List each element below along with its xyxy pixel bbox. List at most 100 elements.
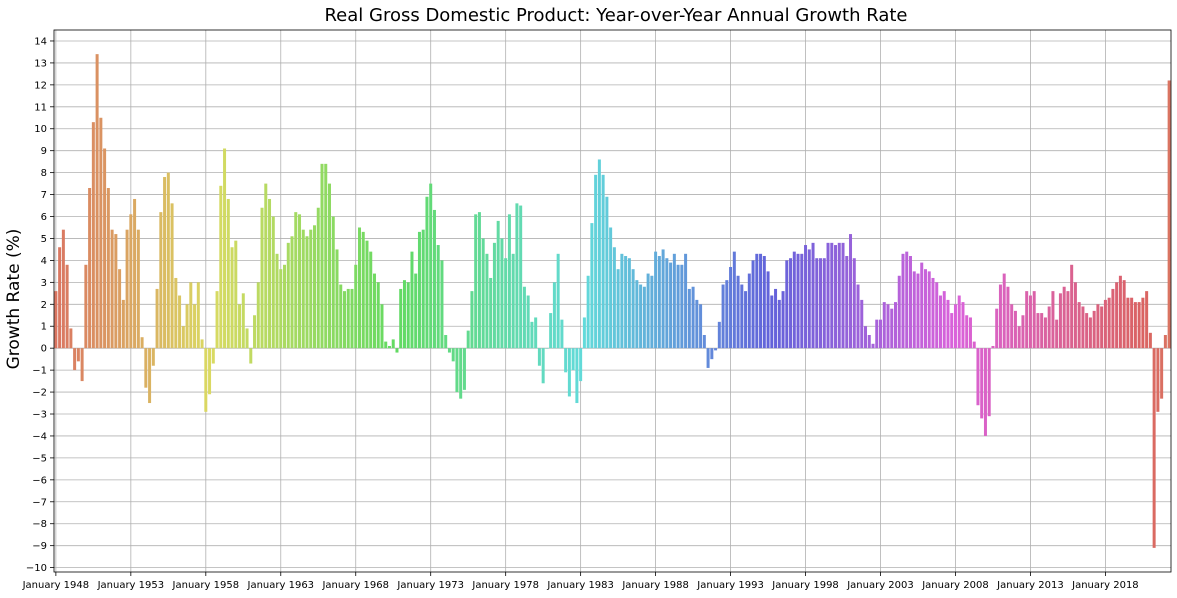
bar (1092, 310, 1096, 349)
bar (837, 242, 841, 349)
bar (313, 225, 317, 349)
bar (826, 242, 830, 349)
x-tick-label: January 2013 (996, 580, 1064, 591)
bar (61, 229, 65, 349)
bar (590, 223, 594, 349)
bar (432, 209, 436, 349)
bar (492, 242, 496, 349)
bar (991, 345, 995, 349)
bar (1160, 348, 1164, 399)
x-tick-label: January 1973 (396, 580, 464, 591)
bar (579, 348, 583, 382)
bar (1025, 291, 1029, 349)
y-tick-label: 10 (34, 124, 47, 135)
bar (1148, 332, 1152, 349)
bar (946, 299, 950, 349)
bar (983, 348, 987, 436)
bar (215, 291, 219, 349)
x-tick-label: January 1948 (22, 580, 90, 591)
bar (770, 295, 774, 349)
bar (744, 291, 748, 349)
bar (927, 271, 931, 349)
y-tick-label: 2 (41, 300, 47, 311)
bar (481, 238, 485, 349)
y-tick-label: 9 (41, 146, 47, 157)
y-tick-label: −2 (32, 388, 47, 399)
bar (181, 326, 185, 349)
bar (706, 348, 710, 368)
bar (556, 253, 560, 349)
bar (283, 264, 287, 349)
y-tick-label: 14 (34, 36, 47, 47)
y-tick-label: 0 (41, 344, 47, 355)
bar (395, 348, 399, 353)
bar (1096, 304, 1100, 349)
bar (436, 245, 440, 349)
bar (672, 253, 676, 349)
bar (1010, 304, 1014, 349)
bar (410, 251, 414, 349)
bar (275, 253, 279, 349)
bar (88, 187, 92, 349)
x-tick-label: January 1968 (321, 580, 389, 591)
bar (811, 242, 815, 349)
bar (279, 269, 283, 349)
bar (676, 264, 680, 349)
bar (466, 330, 470, 349)
bar (174, 277, 178, 349)
bar (665, 258, 669, 349)
bar (571, 348, 575, 371)
bar (223, 148, 227, 349)
bar (249, 348, 253, 364)
bar (1118, 275, 1122, 349)
bar (1058, 293, 1062, 349)
bar (541, 348, 545, 384)
bar (1167, 80, 1171, 349)
bar (196, 282, 200, 349)
bar (451, 348, 455, 362)
bar (852, 258, 856, 349)
bars (54, 54, 1171, 548)
bar (897, 275, 901, 349)
bar (144, 348, 148, 388)
bar (564, 348, 568, 373)
bar (208, 348, 212, 395)
bar (822, 258, 826, 349)
y-tick-label: 1 (41, 322, 47, 333)
bar (736, 275, 740, 349)
bar (860, 299, 864, 349)
bar (612, 247, 616, 349)
bar (515, 203, 519, 349)
bar (575, 348, 579, 404)
bar (148, 348, 152, 404)
y-tick-label: −8 (32, 519, 47, 530)
bar (796, 253, 800, 349)
y-tick-label: 7 (41, 190, 47, 201)
bar (245, 328, 249, 349)
bar (841, 242, 845, 349)
bar (597, 159, 601, 349)
bar (646, 273, 650, 349)
bar (238, 304, 242, 349)
bar (159, 212, 163, 349)
bar (170, 203, 174, 349)
bar (522, 286, 526, 349)
bar (972, 341, 976, 349)
bar (316, 207, 320, 349)
bar (519, 205, 523, 349)
bar (511, 253, 515, 349)
bar (1032, 291, 1036, 349)
bar (95, 54, 99, 349)
bar (406, 282, 410, 349)
bar (642, 286, 646, 349)
bar (1021, 315, 1025, 349)
bar (567, 348, 571, 397)
bar (425, 196, 429, 349)
bar (800, 253, 804, 349)
bar (1141, 297, 1145, 349)
bar (309, 229, 313, 349)
bar (766, 271, 770, 349)
bar (830, 242, 834, 349)
bar (121, 299, 125, 349)
